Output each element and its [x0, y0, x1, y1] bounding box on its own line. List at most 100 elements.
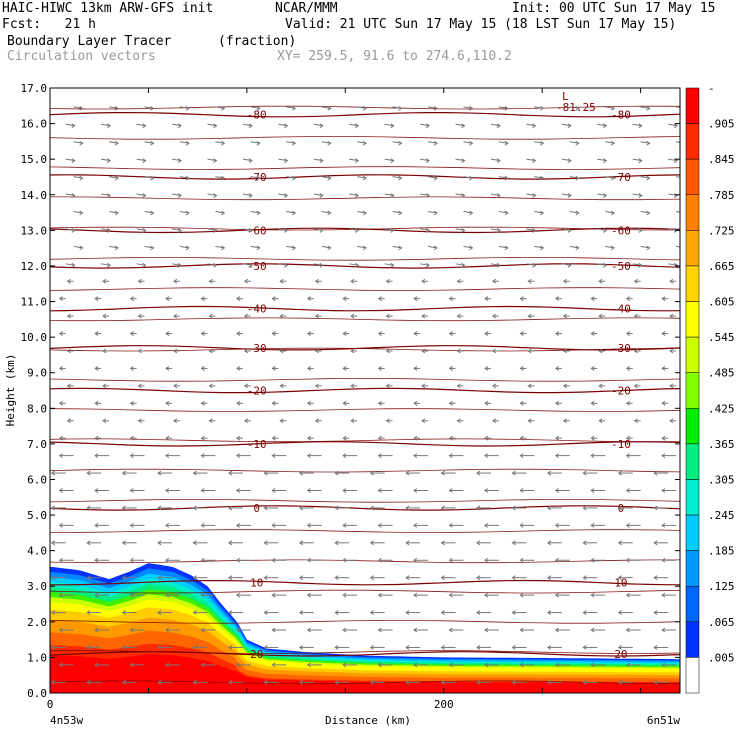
wind-vector: [215, 176, 225, 179]
wind-vector-head: [483, 662, 489, 668]
wind-vector-head: [377, 400, 382, 406]
colorbar-swatch: [685, 123, 700, 160]
colorbar-swatch: [685, 230, 700, 267]
wind-vector-head: [646, 245, 651, 251]
wind-vector-head: [625, 296, 631, 302]
wind-vector-head: [185, 175, 190, 181]
contour-label: -80: [611, 109, 631, 122]
wind-vector-head: [354, 123, 360, 129]
wind-vector-head: [504, 140, 509, 146]
wind-vector-head: [496, 193, 501, 198]
wind-vector-head: [235, 522, 241, 528]
min-value: -81.25: [556, 101, 596, 114]
wind-vector-head: [413, 522, 418, 528]
wind-vector-head: [306, 522, 311, 528]
wind-vector: [242, 123, 253, 127]
wind-vector: [136, 123, 146, 127]
wind-vector-head: [129, 488, 134, 493]
wind-vector: [101, 123, 111, 127]
wind-vector-head: [519, 488, 524, 493]
wind-vector: [569, 176, 579, 179]
wind-vector-head: [271, 435, 276, 441]
wind-vector-head: [114, 245, 119, 251]
wind-vector-head: [532, 193, 537, 198]
wind-vector-head: [625, 435, 631, 441]
wind-vector: [569, 141, 579, 144]
wind-vector-head: [519, 662, 524, 668]
wind-vector: [597, 123, 607, 127]
wind-vector-head: [532, 123, 537, 129]
wind-vector-head: [567, 123, 572, 129]
wind-vector-head: [248, 193, 253, 198]
wind-vector-head: [192, 645, 197, 650]
wind-vector-head: [306, 662, 311, 668]
wind-vector: [561, 228, 571, 231]
wind-vector-head: [185, 140, 190, 146]
wind-vector-head: [496, 158, 501, 164]
wind-vector: [250, 176, 260, 179]
wind-vector-head: [306, 453, 311, 459]
wind-vector-head: [469, 140, 474, 146]
wind-vector-head: [461, 123, 466, 129]
wind-vector-head: [213, 158, 218, 164]
wind-vector: [384, 228, 394, 231]
wind-vector-head: [298, 679, 304, 685]
wind-vector-head: [385, 418, 390, 424]
wind-vector-head: [617, 679, 623, 685]
wind-vector-head: [228, 610, 233, 615]
wind-vector-head: [298, 540, 304, 546]
wind-vector: [171, 193, 182, 197]
y-tick-label: 15.0: [21, 153, 48, 166]
wind-vector-head: [582, 645, 587, 650]
wind-vector-head: [425, 193, 431, 198]
wind-vector-head: [208, 278, 213, 284]
wind-vector-head: [58, 453, 63, 459]
field-name: Boundary Layer Tracer: [7, 34, 172, 49]
contour-label: -30: [247, 342, 267, 355]
colorbar-label: .425: [708, 402, 735, 415]
wind-vector-head: [121, 610, 126, 615]
wind-vector-head: [546, 645, 552, 650]
wind-vector: [490, 158, 501, 162]
wind-vector-head: [377, 662, 382, 668]
wind-vector-head: [165, 296, 170, 302]
wind-vector-head: [50, 679, 56, 685]
wind-vector-head: [106, 123, 112, 129]
wind-vector-head: [271, 400, 276, 406]
colorbar-swatch: [685, 479, 700, 516]
wind-vector: [73, 210, 83, 214]
wind-vector-head: [165, 366, 170, 371]
wind-vector-head: [129, 331, 134, 336]
wind-vector-head: [682, 176, 685, 180]
wind-vector-head: [519, 366, 524, 371]
wind-vector-head: [440, 505, 445, 511]
wind-vector-head: [243, 278, 249, 284]
wind-vector: [349, 123, 359, 127]
colorbar-label: .845: [708, 153, 735, 166]
wind-vector-head: [94, 488, 99, 493]
wind-vector-head: [567, 193, 572, 198]
wind-vector-head: [228, 540, 233, 546]
wind-vector: [65, 158, 75, 162]
wind-vector-head: [263, 679, 268, 685]
wind-vector: [526, 263, 536, 266]
wind-vector-head: [221, 245, 226, 251]
wind-vector-head: [66, 348, 71, 354]
wind-vector-head: [165, 522, 170, 528]
wind-vector-head: [157, 575, 162, 581]
contour-label: -50: [247, 260, 267, 273]
wind-vector-head: [350, 313, 355, 319]
wind-vector-head: [610, 175, 616, 181]
colorbar-label: .125: [708, 580, 735, 593]
wind-vector-head: [440, 679, 445, 685]
wind-vector-head: [192, 540, 197, 546]
wind-vector: [250, 245, 260, 249]
wind-vector-head: [456, 383, 461, 389]
wind-vector-head: [661, 296, 666, 302]
circulation-vectors: [50, 105, 685, 685]
wind-vector: [675, 210, 680, 213]
wind-vector-head: [58, 296, 64, 302]
wind-vector-head: [562, 348, 568, 354]
contour-line: [50, 468, 680, 473]
wind-vector-head: [398, 210, 403, 216]
